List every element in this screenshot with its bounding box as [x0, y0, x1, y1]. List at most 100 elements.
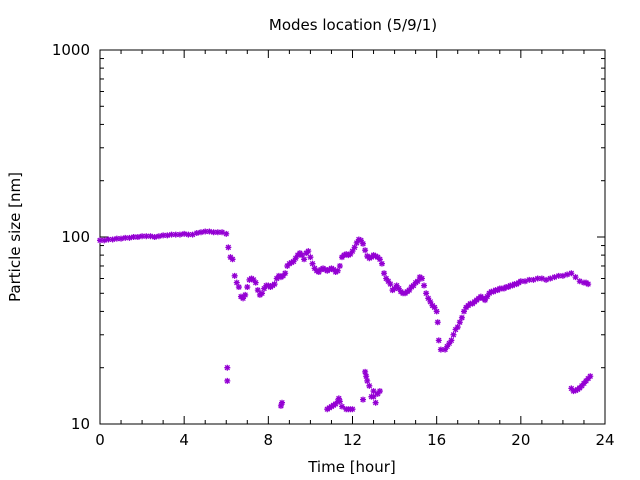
data-point — [587, 373, 594, 380]
data-point — [299, 252, 305, 259]
data-point — [366, 382, 373, 389]
data-point — [147, 233, 154, 240]
x-tick-label: 20 — [511, 431, 530, 449]
data-point — [431, 304, 438, 311]
data-point — [259, 290, 266, 297]
data-point — [406, 287, 413, 294]
data-point — [261, 285, 268, 292]
data-point — [288, 259, 295, 266]
data-point — [189, 231, 196, 238]
data-point — [168, 231, 175, 238]
data-point — [343, 251, 350, 258]
data-point — [224, 377, 231, 384]
data-point — [271, 281, 278, 288]
data-point — [370, 393, 377, 400]
data-point — [224, 364, 231, 371]
data-point — [360, 240, 367, 247]
data-point — [372, 253, 379, 260]
data-point — [383, 275, 390, 282]
data-point — [363, 373, 370, 380]
data-point — [273, 275, 280, 282]
data-point — [305, 248, 312, 255]
data-point — [279, 399, 286, 406]
data-point — [578, 382, 585, 389]
data-point — [334, 267, 341, 274]
data-point — [433, 308, 440, 315]
data-point — [214, 229, 221, 236]
data-point — [229, 256, 236, 263]
data-point — [418, 275, 425, 282]
y-axis: 10 100 1000 — [52, 41, 605, 433]
data-point — [336, 262, 343, 269]
data-point — [526, 276, 533, 283]
data-point — [585, 281, 592, 288]
data-point — [282, 270, 289, 277]
data-point — [160, 232, 167, 239]
data-point — [198, 229, 204, 236]
data-point — [362, 368, 369, 375]
data-point — [176, 231, 183, 238]
data-point — [452, 326, 459, 333]
x-tick-label: 24 — [595, 431, 614, 449]
data-point — [395, 285, 402, 292]
data-point — [362, 247, 369, 254]
data-point — [568, 270, 575, 277]
data-point — [349, 406, 356, 413]
data-point — [181, 230, 188, 237]
data-point — [185, 231, 192, 238]
data-point — [538, 275, 545, 282]
data-point — [357, 237, 364, 244]
data-point — [448, 337, 455, 344]
data-point — [564, 271, 571, 278]
data-point — [233, 279, 240, 286]
data-point — [387, 281, 394, 288]
data-point — [572, 387, 579, 394]
data-point — [244, 284, 251, 291]
data-point — [425, 295, 432, 302]
data-point — [290, 258, 297, 265]
data-point — [231, 272, 238, 279]
data-point — [530, 276, 537, 283]
data-point — [454, 324, 461, 331]
data-point — [97, 237, 103, 244]
data-point — [219, 229, 226, 236]
data-point — [139, 233, 146, 240]
data-point — [370, 388, 377, 395]
data-point — [250, 276, 257, 283]
data-point — [292, 255, 299, 262]
y-axis-label: Particle size [nm] — [6, 172, 24, 302]
data-point — [360, 396, 367, 403]
data-point — [315, 268, 322, 275]
data-point — [286, 260, 293, 267]
data-point — [277, 402, 284, 409]
data-point — [332, 400, 339, 407]
data-point — [307, 254, 314, 261]
chart-title: Modes location (5/9/1) — [269, 16, 437, 34]
data-point — [372, 399, 379, 406]
data-point — [522, 278, 529, 285]
data-point — [130, 234, 137, 240]
x-axis: 0 4 8 12 16 20 24 — [95, 50, 615, 449]
data-point — [543, 276, 550, 283]
data-point — [225, 244, 232, 251]
data-point — [580, 380, 587, 387]
x-tick-label: 4 — [179, 431, 189, 449]
data-point — [410, 282, 417, 289]
data-point — [210, 229, 217, 236]
data-point — [235, 284, 242, 291]
data-point — [353, 239, 360, 246]
data-point — [393, 282, 400, 289]
data-point — [109, 236, 116, 243]
data-point — [370, 252, 377, 259]
data-point — [155, 233, 162, 240]
data-point — [240, 295, 247, 302]
data-point — [164, 232, 171, 239]
data-point — [391, 285, 398, 292]
data-point — [576, 278, 583, 285]
data-point — [193, 230, 200, 237]
data-point — [434, 319, 441, 326]
data-point — [555, 272, 562, 279]
data-point — [347, 251, 354, 258]
data-point — [366, 255, 373, 262]
data-point — [252, 279, 259, 286]
